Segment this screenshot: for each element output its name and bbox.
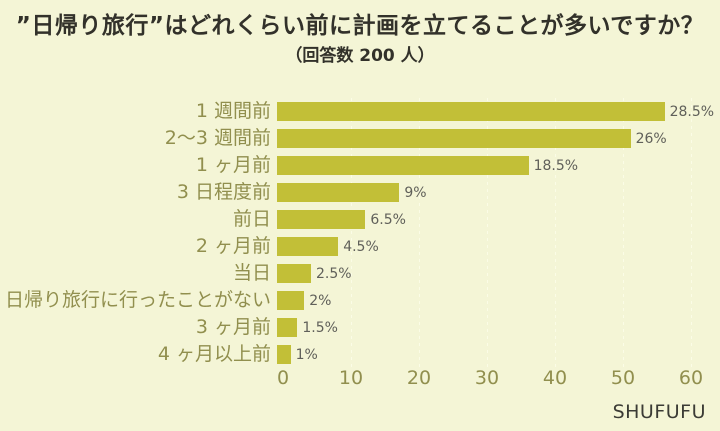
bar-track: 9% — [277, 179, 720, 206]
bar — [277, 156, 529, 175]
bar-track: 1.5% — [277, 314, 720, 341]
bar-track: 28.5% — [277, 98, 720, 125]
bar — [277, 345, 291, 364]
category-label: 1 週間前 — [195, 100, 271, 122]
category-label: 2〜3 週間前 — [164, 127, 271, 149]
bar — [277, 183, 400, 202]
bar-row: 2〜3 週間前 26% — [0, 125, 720, 152]
bar-row: 日帰り旅行に行ったことがない 2% — [0, 287, 720, 314]
bar-row: 3 ヶ月前 1.5% — [0, 314, 720, 341]
x-axis-tick: 20 — [406, 367, 432, 389]
bar — [277, 318, 298, 337]
category-label: 4 ヶ月以上前 — [157, 343, 271, 365]
x-axis: 0 10 20 30 40 50 60 — [277, 366, 720, 390]
bar-row: 1 ヶ月前 18.5% — [0, 152, 720, 179]
value-label: 6.5% — [370, 211, 406, 228]
bar — [277, 264, 311, 283]
bar-track: 26% — [277, 125, 720, 152]
value-label: 4.5% — [343, 238, 379, 255]
bar-row: 1 週間前 28.5% — [0, 98, 720, 125]
bar-row: 2 ヶ月前 4.5% — [0, 233, 720, 260]
x-axis-tick: 30 — [474, 367, 500, 389]
bar — [277, 237, 339, 256]
category-label: 3 日程度前 — [176, 181, 271, 203]
bar-row: 当日 2.5% — [0, 260, 720, 287]
value-label: 18.5% — [533, 157, 579, 174]
bar — [277, 291, 305, 310]
bar — [277, 129, 631, 148]
category-label: 前日 — [232, 208, 271, 230]
gridline — [419, 98, 420, 368]
x-axis-tick: 60 — [678, 367, 704, 389]
bar-track: 6.5% — [277, 206, 720, 233]
value-label: 9% — [404, 184, 427, 201]
category-label: 2 ヶ月前 — [195, 235, 271, 257]
gridlines — [283, 98, 720, 368]
category-label: 3 ヶ月前 — [195, 316, 271, 338]
chart-title: ”日帰り旅行”はどれくらい前に計画を立てることが多いですか？ — [15, 13, 705, 39]
bar-row: 4 ヶ月以上前 1% — [0, 341, 720, 368]
bar-track: 18.5% — [277, 152, 720, 179]
category-label: 1 ヶ月前 — [195, 154, 271, 176]
bar-rows: 1 週間前 28.5% 2〜3 週間前 26% 1 ヶ月前 18.5% 3 日程度前 9% 前日… — [0, 98, 720, 368]
gridline — [555, 98, 556, 368]
gridline — [351, 98, 352, 368]
x-axis-tick: 10 — [338, 367, 364, 389]
x-axis-tick: 0 — [276, 367, 290, 389]
value-label: 1.5% — [302, 319, 338, 336]
value-label: 26% — [635, 130, 667, 147]
brand-watermark: SHUFUFU — [612, 401, 706, 423]
bar — [277, 210, 366, 229]
x-axis-tick: 50 — [610, 367, 636, 389]
category-label: 当日 — [232, 262, 271, 284]
bar-track: 1% — [277, 341, 720, 368]
gridline — [487, 98, 488, 368]
value-label: 1% — [295, 346, 318, 363]
gridline — [623, 98, 624, 368]
bar-chart: 1 週間前 28.5% 2〜3 週間前 26% 1 ヶ月前 18.5% 3 日程度前 9% 前日… — [0, 98, 720, 368]
chart-subtitle: （回答数 200 人） — [285, 46, 435, 66]
bar-row: 前日 6.5% — [0, 206, 720, 233]
gridline — [691, 98, 692, 368]
bar-track: 4.5% — [277, 233, 720, 260]
x-axis-tick: 40 — [542, 367, 568, 389]
bar-track: 2.5% — [277, 260, 720, 287]
value-label: 2.5% — [316, 265, 352, 282]
category-label: 日帰り旅行に行ったことがない — [4, 289, 271, 311]
bar-row: 3 日程度前 9% — [0, 179, 720, 206]
value-label: 28.5% — [669, 103, 715, 120]
bar — [277, 102, 665, 121]
value-label: 2% — [309, 292, 332, 309]
bar-track: 2% — [277, 287, 720, 314]
